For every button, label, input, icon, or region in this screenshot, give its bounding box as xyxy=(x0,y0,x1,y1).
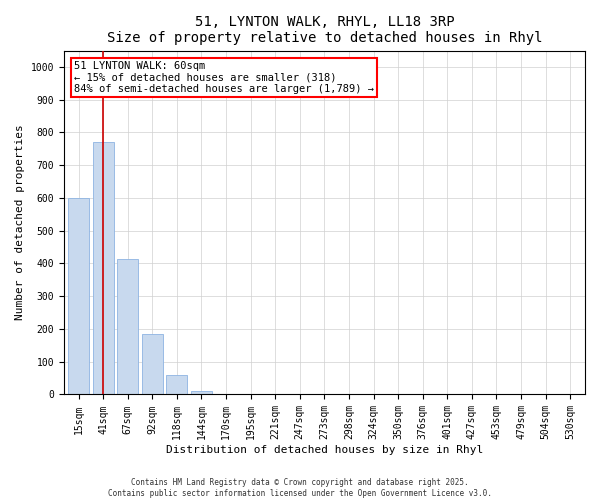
Bar xyxy=(142,334,163,394)
Bar xyxy=(191,391,212,394)
Bar xyxy=(68,198,89,394)
Bar xyxy=(92,142,113,394)
Title: 51, LYNTON WALK, RHYL, LL18 3RP
Size of property relative to detached houses in : 51, LYNTON WALK, RHYL, LL18 3RP Size of … xyxy=(107,15,542,45)
Y-axis label: Number of detached properties: Number of detached properties xyxy=(15,124,25,320)
Bar xyxy=(117,258,138,394)
Text: Contains HM Land Registry data © Crown copyright and database right 2025.
Contai: Contains HM Land Registry data © Crown c… xyxy=(108,478,492,498)
Bar xyxy=(166,375,187,394)
X-axis label: Distribution of detached houses by size in Rhyl: Distribution of detached houses by size … xyxy=(166,445,483,455)
Text: 51 LYNTON WALK: 60sqm
← 15% of detached houses are smaller (318)
84% of semi-det: 51 LYNTON WALK: 60sqm ← 15% of detached … xyxy=(74,61,374,94)
